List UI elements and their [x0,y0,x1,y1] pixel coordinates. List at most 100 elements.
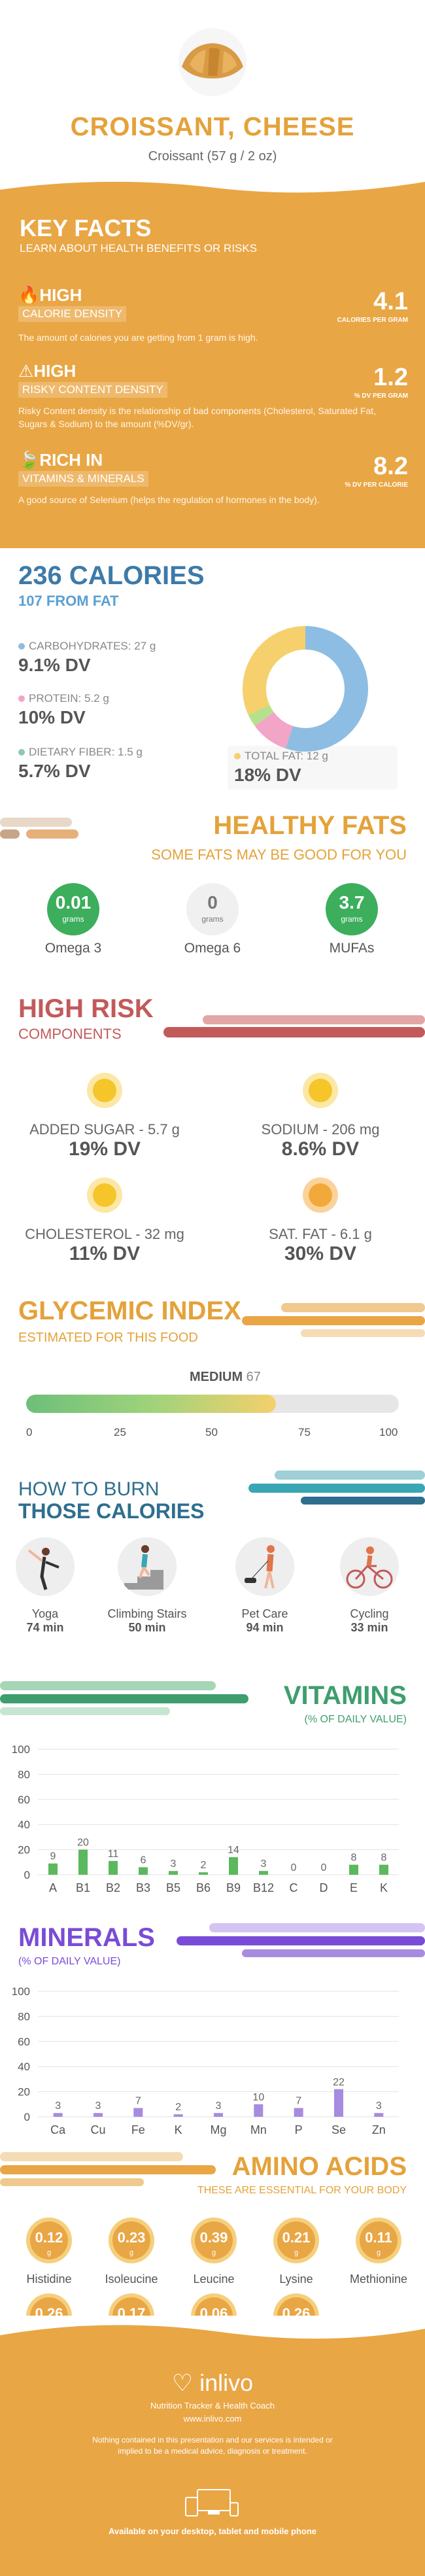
glycemic-bar [26,1395,399,1413]
amino-stripes-decoration [0,2152,216,2186]
key-fact-level: HIGH [33,361,76,381]
macro-dv: 5.7% DV [18,761,91,781]
footer-available: Available on your desktop, tablet and mo… [108,2526,317,2536]
y-tick-label: 100 [12,1985,30,1998]
wave-divider [0,175,425,193]
bar-B3 [139,1867,148,1875]
x-tick-label: E [350,1881,358,1894]
macro-carbohydrates: CARBOHYDRATES: 27 g 9.1% DV [18,640,156,676]
fat-label: Omega 3 [44,941,102,956]
amino-value: 0.39 [199,2229,228,2246]
amino-unit: g [129,2249,134,2257]
amino-value: 0.21 [282,2229,311,2246]
x-tick-label: B1 [76,1881,90,1894]
bar-A [48,1863,58,1875]
fat-value-circle: 0.01 grams [47,883,99,935]
mineral-stripes-decoration [177,1923,425,1957]
bar-Mn [254,2104,264,2117]
amino-acids-title: AMINO ACIDS [231,2152,407,2181]
fat-omega-6: 0 grams Omega 6 [173,883,252,956]
glycemic-level-label: MEDIUM [190,1370,243,1384]
fat-value: 3.7 [339,892,365,913]
bar-K [173,2114,183,2117]
data-label-B5: 3 [171,1858,177,1870]
amino-unit: g [211,2249,216,2257]
key-fact-value: 1.2 [373,364,408,391]
healthy-fats-subtitle: SOME FATS MAY BE GOOD FOR YOU [151,846,407,863]
risk-cholesterol: CHOLESTEROL - 32 mg 11% DV [7,1177,203,1265]
burn-title-line2: THOSE CALORIES [18,1499,205,1523]
gi-tick: 0 [26,1426,33,1438]
amino-value-circle: 0.12 g [26,2218,72,2263]
key-facts-section: KEY FACTS LEARN ABOUT HEALTH BENEFITS OR… [0,175,425,548]
data-label-K: 2 [175,2102,181,2113]
key-fact-description: The amount of calories you are getting f… [18,332,258,343]
activity-yoga: Yoga 74 min [0,1537,94,1635]
y-tick-label: 0 [24,1869,30,1881]
vitamin-stripes-decoration [0,1681,248,1715]
x-tick-label: P [295,2123,303,2136]
vitamins-title: VITAMINS [283,1681,407,1710]
data-label-Se: 22 [333,2077,345,2088]
amino-value-circle: 0.23 g [109,2218,154,2263]
activity-minutes: 50 min [128,1621,166,1634]
amino-value-circle: 0.11 g [356,2218,401,2263]
macro-dv: 10% DV [18,707,86,727]
footer-brand[interactable]: ♡ inlivo [0,2369,425,2397]
x-tick-label: Ca [50,2123,66,2136]
smiley-icon [303,1177,338,1213]
heart-logo-icon: ♡ [171,2369,194,2396]
bar-B9 [229,1857,238,1875]
macro-dv: 18% DV [234,765,301,785]
calories-title: 236 CALORIES [18,561,205,590]
x-tick-label: Cu [90,2123,105,2136]
gi-tick: 50 [205,1426,218,1438]
x-tick-label: Zn [372,2123,386,2136]
legend-dot [18,749,25,756]
data-label-B1: 20 [77,1837,89,1849]
key-facts-title: KEY FACTS [20,215,152,241]
data-label-Fe: 7 [135,2096,141,2107]
gi-tick: 25 [114,1426,126,1438]
risk-name: ADDED SUGAR - 5.7 g [29,1121,180,1138]
data-label-B2: 11 [108,1849,119,1860]
data-label-A: 9 [50,1851,56,1862]
calories-section: 236 CALORIES 107 FROM FAT CARBOHYDRATES:… [0,548,425,816]
risk-dv: 8.6% DV [281,1138,360,1160]
vitamins-section: VITAMINS (% OF DAILY VALUE) 0 20 40 60 80 100… [0,1675,425,1923]
croissant-image [178,28,246,96]
data-label-E: 8 [351,1853,357,1864]
x-tick-label: Fe [131,2123,145,2136]
data-label-K: 8 [381,1853,387,1864]
data-label-D: 0 [321,1862,327,1873]
data-label-P: 7 [296,2096,301,2107]
fats-stripes-decoration [0,818,78,839]
amino-value: 0.23 [117,2229,146,2246]
vitamins-subtitle: (% OF DAILY VALUE) [304,1714,407,1725]
bar-Se [334,2089,343,2117]
warning-icon: ⚠ [18,361,34,381]
amino-acid-isoleucine: 0.23 g Isoleucine [89,2218,174,2286]
amino-label: Leucine [193,2272,235,2286]
amino-acids-subtitle: THESE ARE ESSENTIAL FOR YOUR BODY [197,2185,407,2196]
high-risk-title: HIGH RISK [18,994,154,1023]
risk-name: SAT. FAT - 6.1 g [269,1226,372,1242]
healthy-fats-title: HEALTHY FATS [213,811,407,840]
footer-disclaimer: Nothing contained in this presentation a… [92,2435,333,2456]
fat-value: 0 [207,892,218,913]
y-tick-label: 60 [18,2036,30,2048]
burn-calories-section: HOW TO BURN THOSE CALORIES Yoga 74 min C… [0,1465,425,1681]
amino-acid-leucine: 0.39 g Leucine [171,2218,256,2286]
fat-unit: grams [62,914,84,924]
key-fact-value: 4.1 [373,288,408,315]
donut-slice-fat [243,626,368,752]
data-label-Mn: 10 [252,2092,264,2103]
amino-value-circle: 0.21 g [273,2218,319,2263]
calories-from-fat: 107 FROM FAT [18,593,119,609]
footer-url[interactable]: www.inlivo.com [183,2414,242,2424]
macro-label: CARBOHYDRATES: 27 g [29,640,156,652]
y-tick-label: 100 [12,1743,30,1756]
macro-dv: 9.1% DV [18,655,91,675]
amino-acid-histidine: 0.12 g Histidine [7,2218,92,2286]
bar-K [379,1864,388,1875]
